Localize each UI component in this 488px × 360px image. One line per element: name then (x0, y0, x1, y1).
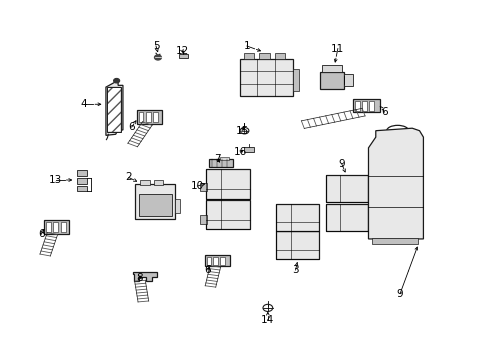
Bar (53, 222, 58, 232)
Bar (352, 99, 379, 112)
Bar (322, 65, 341, 72)
Bar (44, 220, 69, 234)
Bar (107, 87, 121, 132)
Bar (135, 184, 175, 219)
Bar (209, 159, 232, 167)
Text: 13: 13 (49, 175, 62, 185)
Bar (153, 112, 158, 122)
Polygon shape (106, 82, 122, 135)
Circle shape (114, 78, 119, 83)
Text: 14: 14 (261, 315, 274, 325)
Bar (369, 101, 373, 111)
Bar (206, 257, 210, 265)
Text: 6: 6 (38, 229, 44, 239)
Text: 11: 11 (330, 44, 344, 54)
Text: 6: 6 (204, 265, 211, 275)
Text: 15: 15 (235, 126, 248, 136)
Bar (179, 54, 187, 58)
Bar (344, 74, 352, 86)
Bar (220, 157, 228, 160)
Text: 7: 7 (214, 154, 221, 164)
Bar (220, 257, 224, 265)
Bar (145, 112, 150, 122)
Text: 5: 5 (152, 41, 159, 51)
Bar (276, 231, 318, 259)
Bar (354, 101, 359, 111)
Bar (107, 87, 121, 132)
Polygon shape (132, 272, 157, 281)
Bar (325, 175, 367, 202)
Text: 2: 2 (125, 172, 132, 183)
Bar (362, 101, 366, 111)
Bar (61, 222, 65, 232)
Bar (136, 110, 162, 123)
Bar (371, 238, 417, 244)
Bar (205, 200, 250, 229)
Text: 9: 9 (396, 289, 403, 298)
Bar (77, 186, 87, 192)
Bar (239, 59, 292, 96)
Bar (205, 169, 250, 199)
Text: 3: 3 (292, 265, 298, 275)
Bar (77, 178, 87, 184)
Bar (213, 257, 217, 265)
Polygon shape (368, 128, 423, 239)
Bar (259, 53, 269, 59)
Bar (77, 170, 87, 176)
Bar (274, 53, 285, 59)
Text: 8: 8 (136, 273, 143, 283)
Bar (200, 183, 206, 192)
Circle shape (154, 55, 161, 60)
Bar (319, 72, 344, 89)
Bar (204, 255, 229, 266)
Bar (140, 180, 149, 185)
Bar (200, 215, 206, 224)
Text: 10: 10 (190, 181, 203, 191)
Bar (138, 112, 143, 122)
Bar (276, 203, 318, 231)
Bar (325, 204, 367, 231)
Text: 4: 4 (81, 99, 87, 109)
Bar (292, 69, 298, 91)
Bar (243, 53, 254, 59)
Bar (46, 222, 51, 232)
Bar (138, 194, 171, 216)
Text: 1: 1 (243, 41, 250, 51)
Text: 16: 16 (233, 147, 247, 157)
Bar (153, 180, 163, 185)
Text: 6: 6 (128, 122, 135, 132)
Bar (243, 147, 254, 152)
Text: 6: 6 (381, 107, 387, 117)
Bar (175, 199, 180, 213)
Text: 12: 12 (175, 46, 188, 56)
Text: 9: 9 (338, 159, 345, 169)
